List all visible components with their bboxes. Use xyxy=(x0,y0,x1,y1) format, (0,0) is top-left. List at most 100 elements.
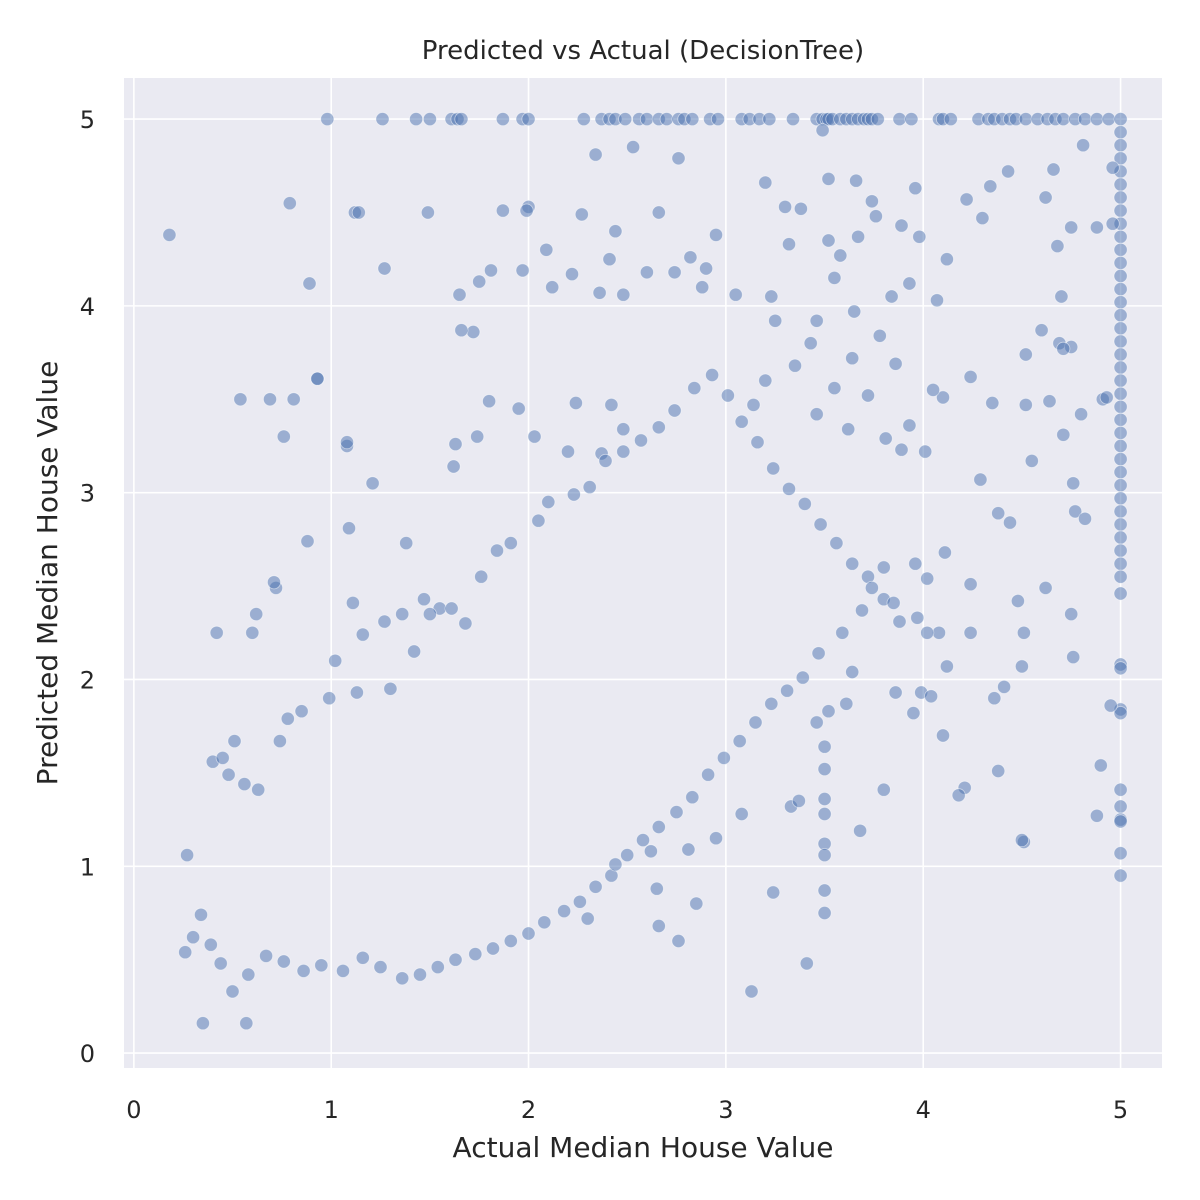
data-point xyxy=(604,397,619,412)
data-point xyxy=(778,199,793,214)
data-point xyxy=(616,422,631,437)
data-point xyxy=(689,896,704,911)
data-point xyxy=(541,494,556,509)
data-point xyxy=(669,805,684,820)
data-point xyxy=(799,956,814,971)
data-point xyxy=(1113,138,1128,153)
data-point xyxy=(1113,569,1128,584)
data-point xyxy=(701,767,716,782)
data-point xyxy=(233,392,248,407)
data-point xyxy=(1076,138,1091,153)
data-point xyxy=(241,967,256,982)
data-point xyxy=(1113,530,1128,545)
data-point xyxy=(482,394,497,409)
data-point xyxy=(768,313,783,328)
data-point xyxy=(973,472,988,487)
data-point xyxy=(503,536,518,551)
data-point xyxy=(782,481,797,496)
data-point xyxy=(458,616,473,631)
data-point xyxy=(762,112,777,127)
data-point xyxy=(809,407,824,422)
data-point xyxy=(685,112,700,127)
data-point xyxy=(926,382,941,397)
data-point xyxy=(829,536,844,551)
data-point xyxy=(643,844,658,859)
data-point xyxy=(375,112,390,127)
data-point xyxy=(1064,220,1079,235)
data-point xyxy=(1018,112,1033,127)
data-point xyxy=(939,659,954,674)
data-point xyxy=(580,911,595,926)
data-point xyxy=(851,229,866,244)
data-point xyxy=(341,521,356,536)
data-point xyxy=(639,265,654,280)
y-tick-label: 4 xyxy=(80,293,95,321)
data-point xyxy=(373,960,388,975)
data-point xyxy=(845,556,860,571)
data-point xyxy=(894,218,909,233)
data-point xyxy=(1113,308,1128,323)
data-point xyxy=(937,545,952,560)
y-tick-label: 5 xyxy=(80,106,95,134)
data-point xyxy=(209,625,224,640)
data-point xyxy=(872,328,887,343)
data-point xyxy=(667,265,682,280)
data-point xyxy=(1066,650,1081,665)
data-point xyxy=(864,580,879,595)
data-point xyxy=(639,112,654,127)
data-point xyxy=(1056,427,1071,442)
y-tick-label: 3 xyxy=(80,480,95,508)
data-point xyxy=(744,984,759,999)
x-tick-label: 0 xyxy=(126,1096,141,1124)
data-point xyxy=(335,963,350,978)
data-point xyxy=(1113,255,1128,270)
data-point xyxy=(294,704,309,719)
data-point xyxy=(788,358,803,373)
data-point xyxy=(758,175,773,190)
data-point xyxy=(716,750,731,765)
data-point xyxy=(272,734,287,749)
data-point xyxy=(314,958,329,973)
data-point xyxy=(886,595,901,610)
data-point xyxy=(1024,453,1039,468)
data-point xyxy=(521,926,536,941)
data-point xyxy=(908,181,923,196)
data-point xyxy=(892,112,907,127)
data-point xyxy=(817,792,832,807)
data-point xyxy=(766,885,781,900)
data-point xyxy=(1093,758,1108,773)
data-point xyxy=(237,777,252,792)
data-point xyxy=(608,857,623,872)
data-point xyxy=(1042,394,1057,409)
data-point xyxy=(855,603,870,618)
data-point xyxy=(817,739,832,754)
data-point xyxy=(1113,452,1128,467)
data-point xyxy=(681,842,696,857)
data-point xyxy=(582,480,597,495)
data-point xyxy=(1113,504,1128,519)
data-point xyxy=(515,263,530,278)
data-point xyxy=(355,950,370,965)
data-point xyxy=(1001,164,1016,179)
data-point xyxy=(1113,229,1128,244)
data-point xyxy=(1113,295,1128,310)
data-point xyxy=(266,575,281,590)
data-point xyxy=(709,227,724,242)
data-point xyxy=(943,112,958,127)
data-point xyxy=(1089,808,1104,823)
data-point xyxy=(574,207,589,222)
data-point xyxy=(296,963,311,978)
data-point xyxy=(748,715,763,730)
data-point xyxy=(920,625,935,640)
data-point xyxy=(1113,399,1128,414)
data-point xyxy=(422,607,437,622)
data-point xyxy=(588,147,603,162)
data-point xyxy=(215,750,230,765)
data-point xyxy=(444,601,459,616)
data-point xyxy=(930,293,945,308)
data-point xyxy=(815,123,830,138)
data-point xyxy=(1074,407,1089,422)
data-point xyxy=(1113,438,1128,453)
data-point xyxy=(572,894,587,909)
data-point xyxy=(470,429,485,444)
